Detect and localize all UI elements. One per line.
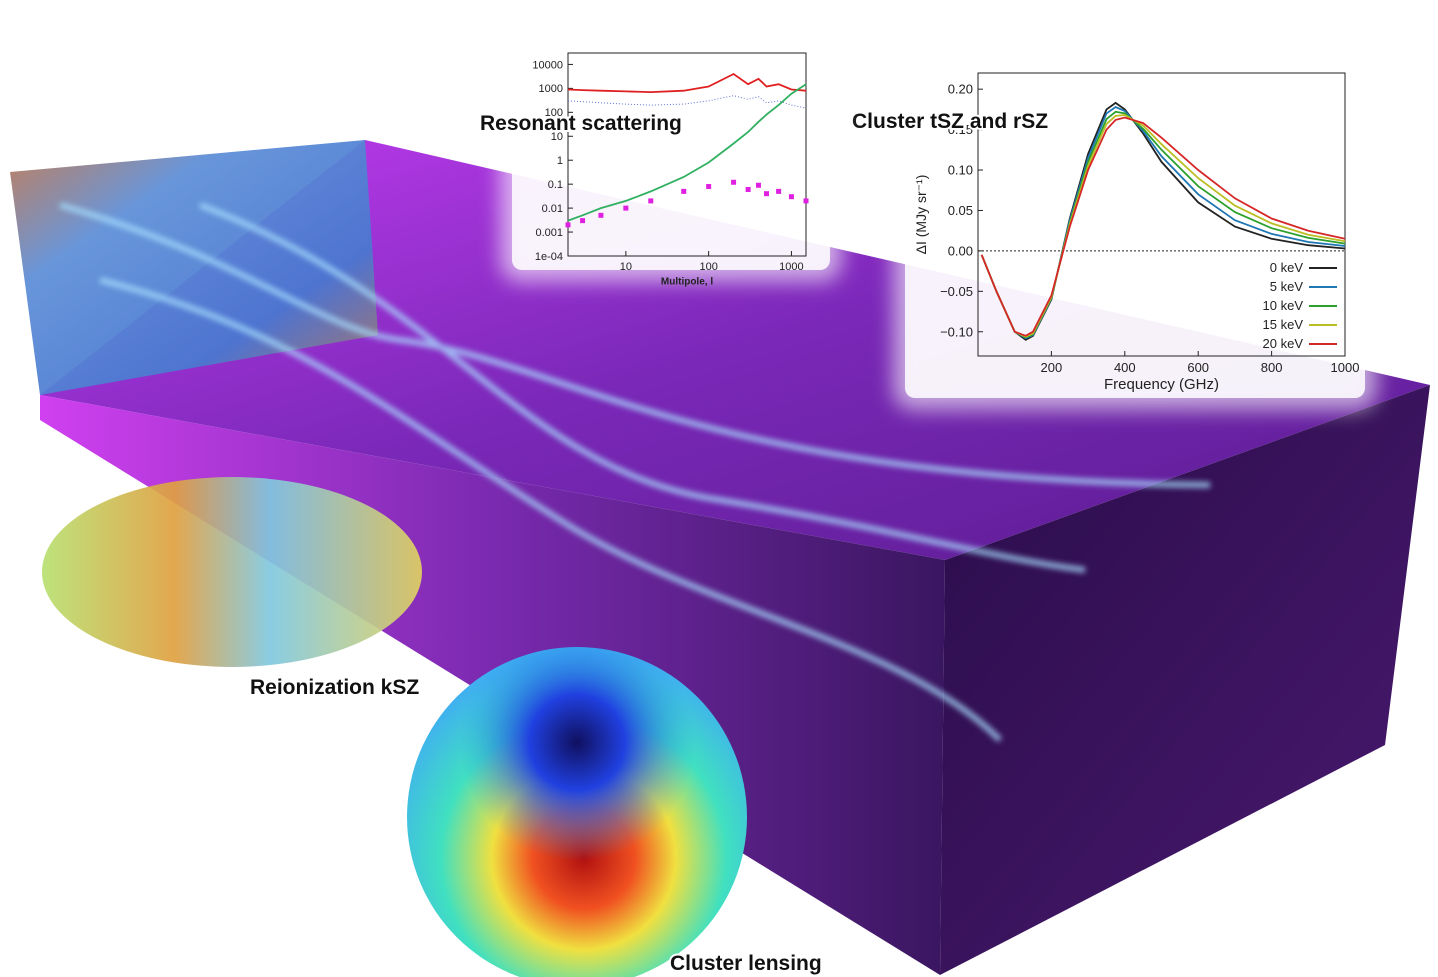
x-tick-label: 1000 — [779, 261, 803, 273]
legend-label: 5 keV — [1270, 279, 1304, 294]
y-tick-label: 0.001 — [535, 227, 563, 239]
lensing-label: Cluster lensing — [670, 952, 822, 975]
y-tick-label: 0.1 — [548, 179, 563, 191]
y-tick-label: 0.15 — [948, 122, 973, 137]
y-tick-label: −0.10 — [940, 324, 973, 339]
y-tick-label: 0.01 — [542, 203, 563, 215]
y-tick-label: 10 — [551, 131, 563, 143]
y-tick-label: 0.10 — [948, 163, 973, 178]
y-tick-label: 0.00 — [948, 243, 973, 258]
series-line — [567, 95, 807, 109]
point — [681, 188, 687, 194]
y-tick-label: 10000 — [532, 59, 563, 71]
series-line — [980, 116, 1346, 337]
point — [623, 205, 629, 211]
point — [598, 212, 604, 218]
light-paths — [59, 202, 1211, 743]
light-path — [198, 202, 1086, 573]
slab-top — [40, 140, 1430, 560]
kinetic-label: Reionization kSZ — [250, 676, 419, 699]
point — [580, 218, 586, 224]
x-tick-label: 600 — [1187, 360, 1209, 375]
y-tick-label: 1000 — [539, 83, 563, 95]
chart-title: Resonant scattering — [480, 112, 682, 135]
y-tick-label: 0.20 — [948, 82, 973, 97]
y-tick-label: 1 — [557, 155, 563, 167]
y-tick-label: 0.05 — [948, 203, 973, 218]
y-tick-label: −0.05 — [940, 284, 973, 299]
plot-frame — [977, 72, 1346, 357]
point — [731, 179, 737, 185]
x-tick-label: 200 — [1041, 360, 1063, 375]
series-line — [980, 101, 1346, 341]
legend-label: 0 keV — [1270, 260, 1304, 275]
point — [565, 222, 571, 228]
light-path — [99, 277, 1003, 743]
point — [648, 198, 654, 204]
legend-label: 10 keV — [1263, 298, 1304, 313]
series-line — [567, 72, 807, 94]
lensing-map-core — [407, 647, 747, 977]
light-path — [59, 202, 1211, 488]
point — [803, 198, 809, 204]
point — [764, 191, 770, 197]
y-tick-label: 1e-04 — [535, 251, 563, 263]
panel — [905, 65, 1365, 398]
point — [755, 182, 761, 188]
x-tick-label: 100 — [699, 261, 717, 273]
point — [788, 194, 794, 200]
panel — [512, 43, 830, 270]
x-tick-label: 1000 — [1331, 360, 1360, 375]
x-tick-label: 400 — [1114, 360, 1136, 375]
y-axis-label: ΔI (MJy sr⁻¹) — [913, 175, 929, 255]
legend-label: 15 keV — [1263, 317, 1304, 332]
x-tick-label: 10 — [620, 261, 632, 273]
x-axis-label: Frequency (GHz) — [1104, 376, 1219, 393]
kinetic-map — [42, 477, 422, 667]
point — [745, 186, 751, 192]
x-axis-label: Multipole, l — [661, 276, 713, 287]
legend-label: 20 keV — [1263, 336, 1304, 351]
point — [776, 188, 782, 194]
slab-side — [940, 385, 1430, 975]
y-tick-label: 100 — [545, 107, 563, 119]
cmb-panel — [10, 140, 378, 395]
x-tick-label: 800 — [1261, 360, 1283, 375]
series-line — [567, 83, 807, 222]
plot-frame — [567, 52, 807, 257]
chart-title: Cluster tSZ and rSZ — [852, 110, 1048, 133]
point — [706, 183, 712, 189]
